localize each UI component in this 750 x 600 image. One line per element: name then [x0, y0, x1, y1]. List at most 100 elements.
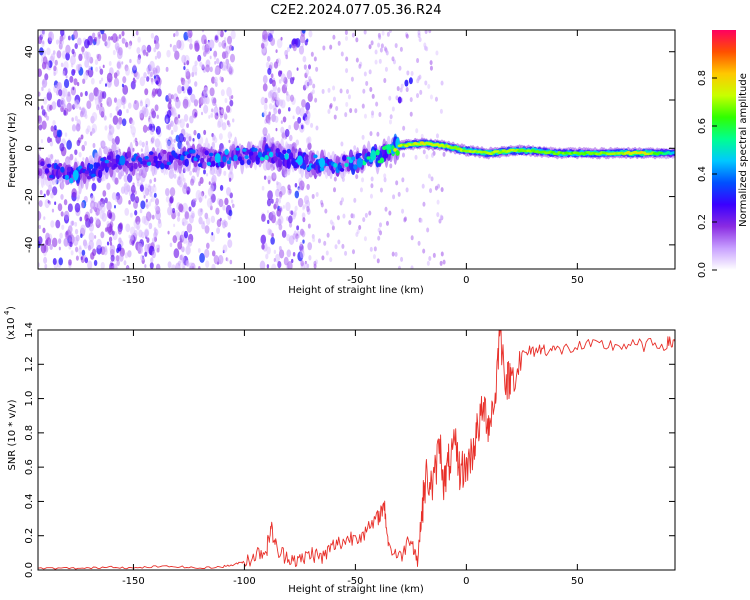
noise-speckle: [425, 154, 429, 160]
noise-speckle: [114, 42, 120, 51]
noise-speckle: [223, 219, 226, 223]
noise-speckle: [224, 98, 228, 103]
noise-speckle: [359, 187, 363, 193]
noise-speckle: [38, 91, 41, 97]
noise-speckle: [226, 86, 232, 97]
noise-speckle: [171, 207, 176, 214]
noise-speckle: [172, 44, 177, 53]
noise-speckle: [101, 91, 107, 99]
noise-speckle: [332, 96, 336, 102]
noise-speckle: [439, 260, 443, 266]
noise-speckle: [270, 198, 274, 204]
noise-speckle: [139, 100, 143, 107]
noise-speckle: [292, 115, 295, 120]
noise-speckle: [102, 190, 107, 197]
noise-speckle: [368, 44, 372, 50]
noise-speckle: [69, 241, 73, 248]
noise-speckle: [224, 50, 229, 59]
noise-speckle: [221, 39, 227, 49]
noise-speckle: [112, 115, 119, 125]
noise-speckle: [169, 122, 173, 127]
spectrogram-frame: [37, 29, 676, 270]
noise-speckle: [66, 93, 72, 103]
noise-speckle: [389, 114, 393, 120]
noise-speckle: [358, 63, 362, 69]
ridge-cell: [115, 154, 121, 160]
noise-speckle: [213, 50, 218, 58]
noise-speckle: [99, 79, 102, 85]
noise-speckle: [84, 257, 89, 264]
y-tick-label: -40: [24, 237, 35, 253]
noise-speckle: [266, 264, 270, 269]
noise-speckle: [100, 30, 105, 35]
noise-speckle: [265, 61, 270, 69]
noise-speckle: [133, 229, 138, 238]
noise-speckle: [187, 78, 191, 84]
ridge-blob: [370, 150, 377, 161]
noise-speckle: [197, 192, 204, 202]
ridge-cell: [233, 154, 238, 162]
ridge-cell: [84, 170, 90, 175]
noise-speckle: [267, 31, 270, 37]
noise-speckle: [329, 44, 333, 50]
noise-speckle: [128, 234, 131, 239]
noise-speckle: [97, 53, 102, 62]
noise-speckle: [267, 179, 271, 185]
noise-speckle: [49, 138, 53, 143]
noise-speckle: [201, 30, 205, 33]
noise-speckle: [43, 216, 46, 221]
noise-speckle: [55, 39, 59, 45]
noise-speckle: [435, 50, 439, 56]
noise-speckle: [86, 100, 92, 110]
isolated-dot: [397, 96, 402, 104]
noise-speckle: [135, 30, 139, 36]
noise-speckle: [379, 230, 383, 236]
noise-speckle: [380, 43, 384, 49]
noise-speckle: [145, 211, 152, 222]
noise-speckle: [98, 106, 105, 117]
noise-speckle: [214, 112, 219, 120]
noise-speckle: [376, 131, 380, 137]
colorbar-tick-label: 0.8: [697, 70, 708, 86]
noise-speckle: [78, 53, 83, 62]
noise-speckle: [401, 208, 405, 214]
noise-speckle: [277, 260, 282, 269]
noise-speckle: [378, 58, 382, 64]
noise-speckle: [148, 222, 153, 230]
noise-speckle: [440, 80, 444, 86]
noise-speckle: [137, 247, 140, 252]
noise-speckle: [79, 106, 82, 111]
noise-speckle: [424, 30, 428, 35]
noise-speckle: [211, 263, 216, 269]
noise-speckle: [103, 115, 107, 121]
noise-speckle: [307, 142, 312, 151]
noise-speckle: [189, 43, 193, 50]
noise-speckle: [117, 227, 122, 235]
ridge-cell: [151, 162, 156, 167]
ridge-cell: [268, 151, 274, 158]
noise-speckle: [315, 66, 319, 72]
ridge-cell: [40, 161, 45, 167]
noise-speckle: [100, 261, 105, 269]
noise-speckle: [140, 254, 144, 261]
noise-speckle: [289, 77, 294, 85]
ridge-cell: [239, 159, 245, 166]
noise-speckle: [276, 181, 279, 186]
noise-speckle: [400, 83, 404, 89]
ridge-cell: [259, 156, 265, 161]
noise-speckle: [81, 144, 86, 152]
noise-speckle: [165, 195, 170, 203]
colorbar-tick-label: 0.4: [697, 166, 708, 182]
noise-speckle: [167, 261, 172, 269]
noise-speckle: [106, 241, 110, 246]
noise-speckle: [442, 259, 446, 265]
noise-speckle: [384, 206, 388, 212]
noise-speckle: [150, 108, 155, 116]
noise-speckle: [369, 193, 373, 199]
noise-speckle: [132, 132, 136, 138]
noise-speckle: [370, 176, 374, 182]
noise-speckle: [38, 262, 41, 268]
noise-speckle: [198, 216, 203, 225]
noise-speckle: [219, 184, 224, 191]
noise-speckle: [98, 66, 102, 70]
